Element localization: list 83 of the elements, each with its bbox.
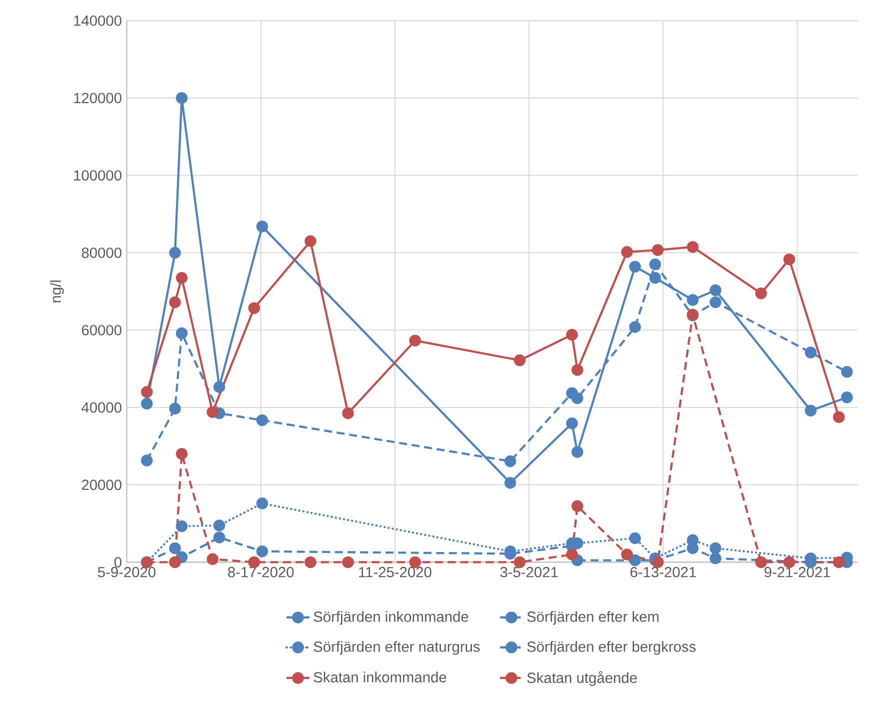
point	[841, 391, 853, 404]
point	[342, 407, 354, 420]
point	[169, 542, 181, 554]
point	[213, 380, 226, 393]
point	[621, 246, 633, 258]
legend-label: Sörfjärden efter naturgrus	[314, 640, 480, 655]
point	[409, 334, 421, 346]
point	[755, 287, 767, 300]
point	[804, 346, 817, 358]
point	[783, 253, 796, 266]
point	[169, 296, 181, 308]
legend-label: Sörfjärden efter bergkross	[527, 640, 696, 655]
y-tick-label: 40000	[82, 402, 122, 413]
x-tick-label: 9-21-2021	[764, 566, 830, 578]
legend-label: Sörfjärden inkommande	[314, 611, 468, 625]
point	[629, 554, 641, 566]
y-tick-label: 140000	[74, 15, 122, 26]
point	[710, 542, 722, 554]
point	[571, 446, 584, 458]
point	[176, 92, 188, 104]
y-tick-label: 0	[114, 556, 122, 568]
point	[169, 402, 181, 414]
y-tick-label: 20000	[82, 480, 122, 490]
y-tick-label: 100000	[74, 170, 122, 180]
point	[566, 548, 578, 560]
point	[652, 244, 664, 256]
point	[342, 556, 354, 568]
point	[504, 476, 516, 489]
point	[804, 404, 817, 416]
point	[140, 398, 153, 410]
point	[566, 328, 578, 341]
point	[514, 354, 526, 366]
point	[140, 454, 153, 466]
point	[248, 302, 260, 314]
point	[213, 531, 226, 544]
point	[686, 294, 699, 306]
point	[176, 272, 188, 284]
x-tick-label: 11-25-2020	[359, 566, 432, 578]
point	[169, 556, 181, 568]
y-tick-label: 80000	[82, 247, 122, 258]
point	[833, 411, 845, 423]
point	[571, 364, 584, 376]
x-tick-label: 8-17-2020	[228, 566, 294, 578]
point	[710, 296, 722, 308]
point	[833, 556, 845, 568]
x-tick-label: 3-5-2021	[500, 566, 558, 578]
point	[206, 553, 218, 565]
point	[256, 220, 268, 232]
point	[629, 532, 641, 544]
point	[176, 327, 188, 339]
point	[649, 258, 662, 270]
legend-label: Skatan inkommande	[314, 672, 446, 682]
point	[176, 448, 188, 460]
point	[176, 520, 188, 532]
point	[140, 386, 153, 398]
y-tick-label: 120000	[74, 92, 122, 104]
point	[571, 392, 584, 404]
legend-label: Sörfjärden efter kem	[527, 611, 658, 625]
point	[755, 556, 767, 568]
point	[571, 500, 584, 512]
point	[686, 240, 699, 253]
x-tick-label: 6-13-2021	[630, 566, 696, 578]
point	[304, 235, 316, 247]
point	[256, 545, 268, 558]
point	[629, 260, 641, 272]
point	[256, 497, 268, 510]
y-axis-title: ng/l	[50, 280, 64, 302]
point	[621, 548, 633, 560]
point	[304, 556, 316, 568]
point	[566, 417, 578, 430]
point	[213, 519, 226, 532]
point	[649, 272, 662, 284]
point	[169, 246, 181, 259]
y-tick-label: 60000	[82, 324, 122, 336]
point	[504, 455, 516, 467]
point	[629, 321, 641, 333]
point	[710, 284, 722, 296]
point	[206, 406, 218, 418]
point	[841, 366, 853, 378]
legend-label: Skatan utgående	[527, 670, 637, 686]
x-tick-label: 5-9-2020	[98, 566, 156, 578]
point	[710, 552, 722, 564]
point	[256, 414, 268, 426]
